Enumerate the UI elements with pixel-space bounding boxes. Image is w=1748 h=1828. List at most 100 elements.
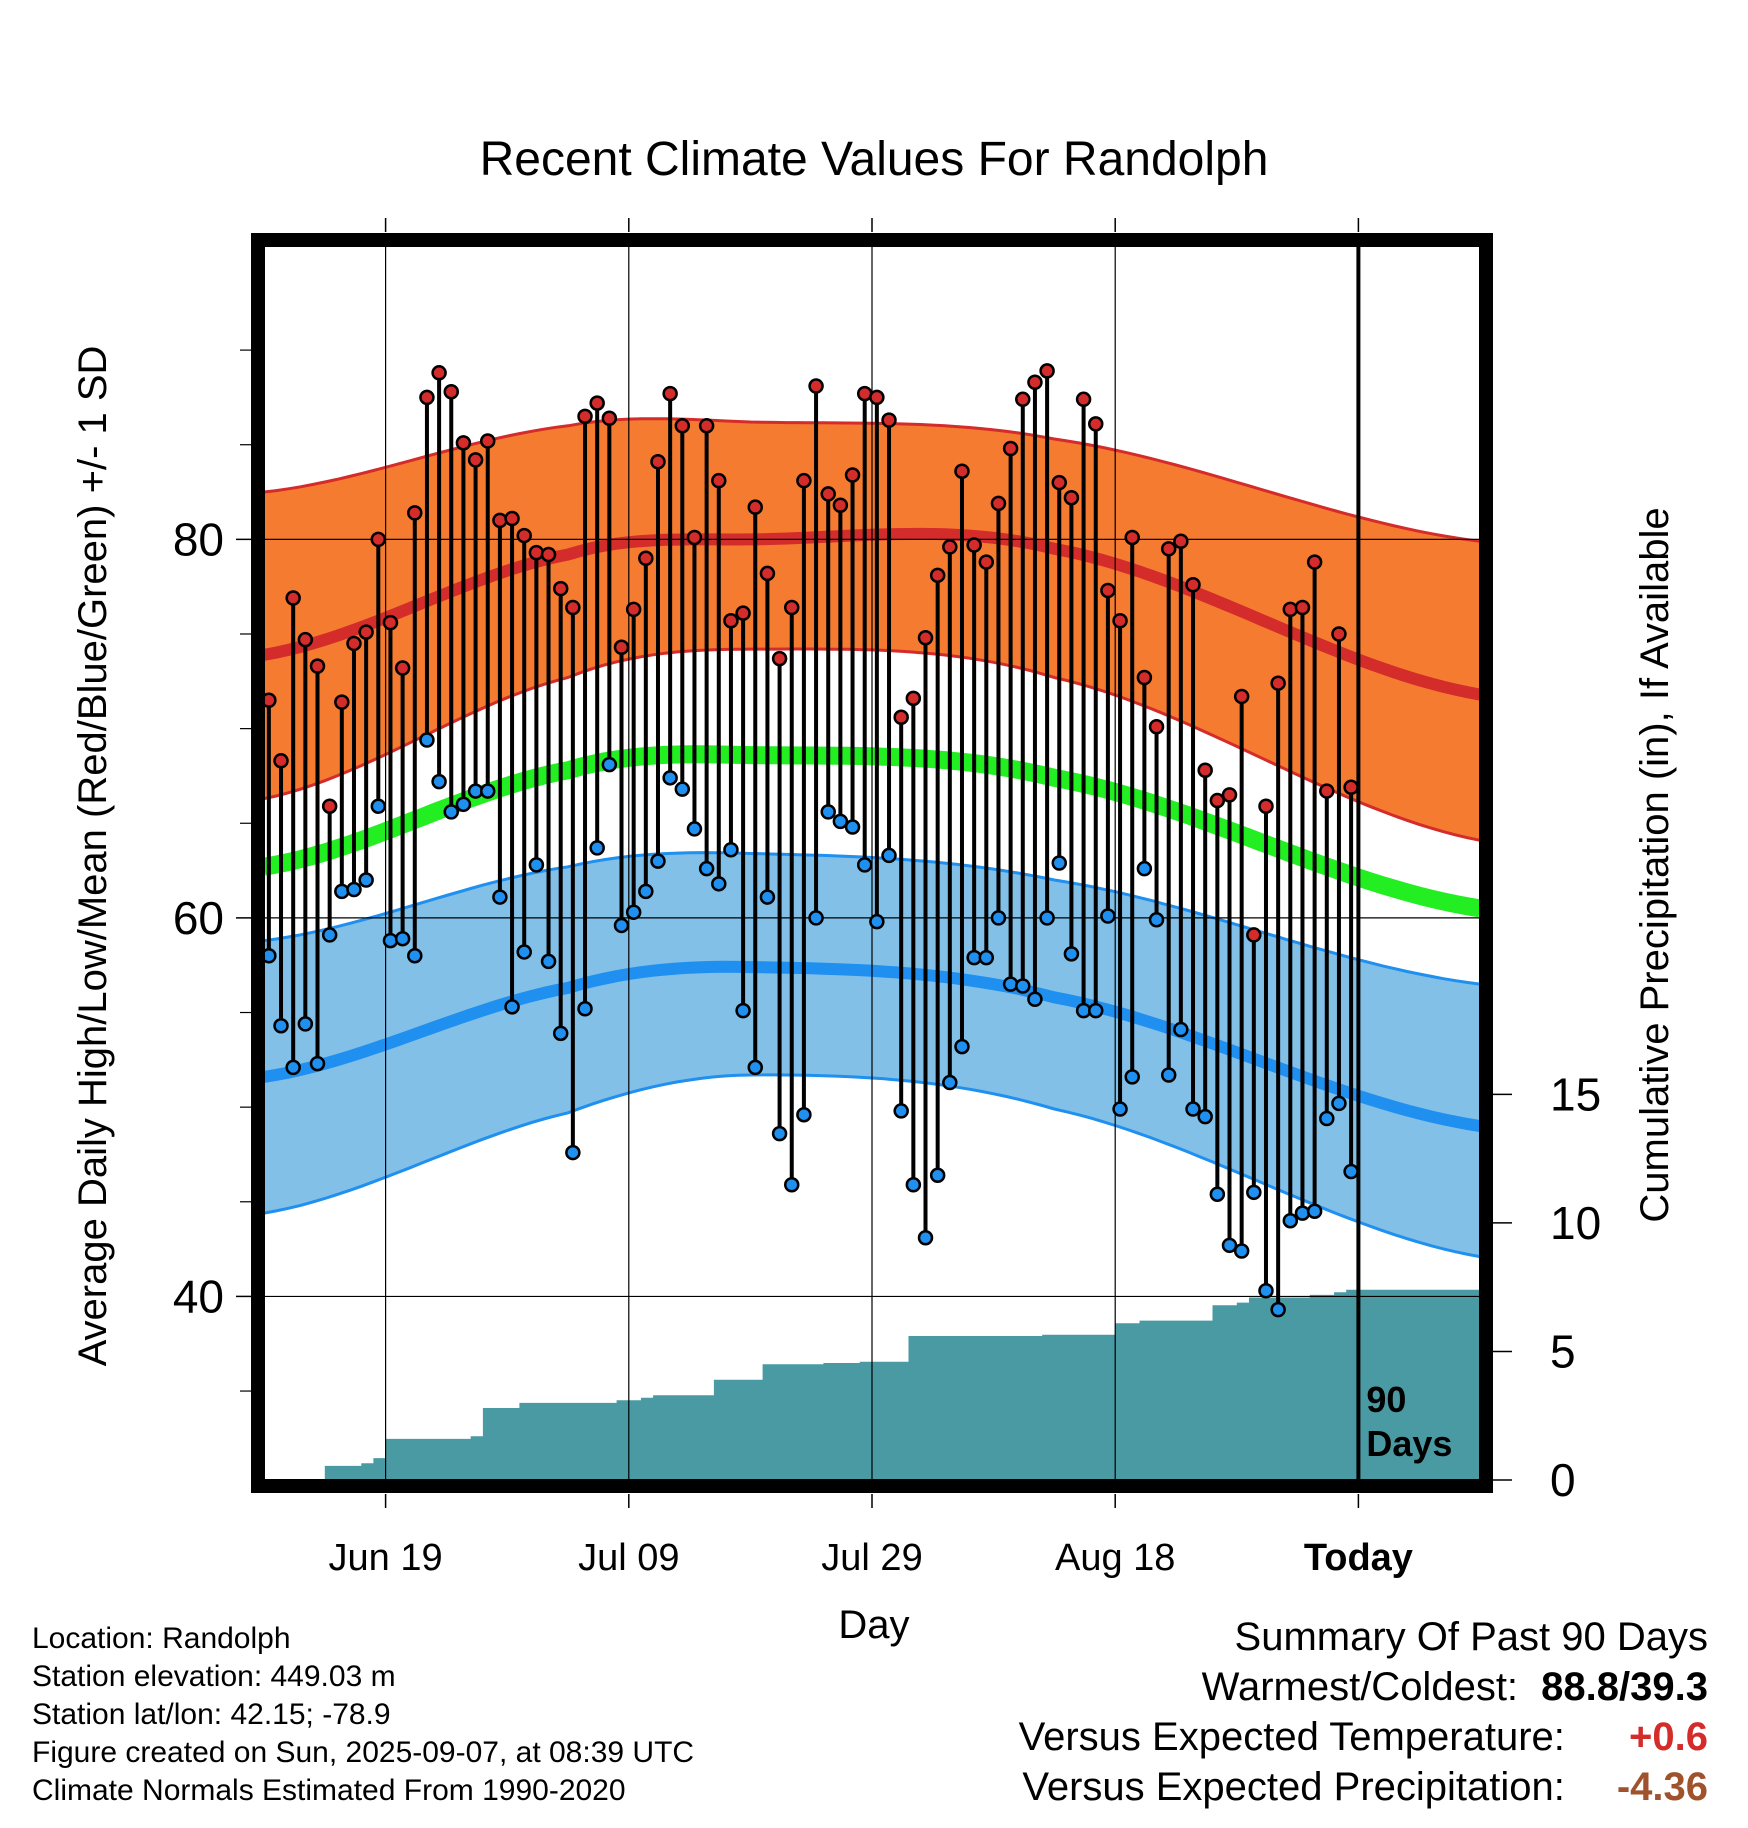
daily-high-point xyxy=(796,472,812,489)
daily-high-point xyxy=(1160,541,1177,557)
daily-high-point xyxy=(504,510,520,527)
daily-low-point xyxy=(711,876,727,892)
daily-high-point xyxy=(735,605,751,621)
daily-low-point xyxy=(334,883,350,900)
daily-high-point xyxy=(264,692,277,708)
daily-low-point xyxy=(346,881,362,898)
daily-high-point xyxy=(1100,582,1116,599)
daily-low-point xyxy=(832,813,849,830)
daily-high-point xyxy=(966,537,982,553)
today-marker-label-days: 90 xyxy=(1366,1379,1406,1420)
y-axis-label-right: Cumulative Precipitation (in), If Availa… xyxy=(1633,507,1677,1222)
daily-high-point xyxy=(929,567,946,584)
daily-high-point xyxy=(1331,626,1347,642)
daily-low-point xyxy=(1015,978,1031,994)
daily-high-point xyxy=(650,454,666,470)
summary-panel: Summary Of Past 90 Days Warmest/Coldest:… xyxy=(1019,1612,1708,1812)
daily-high-point xyxy=(723,612,739,629)
daily-high-point xyxy=(577,408,593,425)
daily-high-point xyxy=(698,418,715,434)
daily-low-point xyxy=(1258,1282,1274,1299)
y-axis-label-left: Average Daily High/Low/Mean (Red/Blue/Gr… xyxy=(71,346,115,1367)
daily-low-point xyxy=(698,860,715,877)
temp-anomaly-label: Versus Expected Temperature: xyxy=(1018,1715,1565,1759)
daily-high-point xyxy=(711,472,727,489)
daily-low-point xyxy=(638,883,654,900)
precip-anomaly-row: Versus Expected Precipitation: -4.36 xyxy=(1019,1762,1708,1812)
daily-high-point xyxy=(419,389,435,406)
daily-high-point xyxy=(492,512,508,529)
daily-high-point xyxy=(1075,391,1092,408)
daily-low-point xyxy=(455,796,472,813)
daily-low-point xyxy=(1294,1205,1311,1221)
daily-high-point xyxy=(1197,762,1213,779)
daily-high-point xyxy=(1233,688,1250,705)
daily-low-point xyxy=(565,1144,581,1161)
daily-high-point xyxy=(820,486,836,502)
daily-low-point xyxy=(1209,1186,1226,1202)
daily-low-point xyxy=(674,781,691,797)
daily-high-point xyxy=(1185,577,1201,593)
daily-low-point xyxy=(407,947,423,964)
warmest-coldest-value: 88.8/39.3 xyxy=(1541,1665,1708,1709)
daily-high-point xyxy=(1063,489,1080,506)
daily-low-point xyxy=(662,770,678,786)
daily-low-point xyxy=(686,821,703,837)
elevation-text: Station elevation: 449.03 m xyxy=(32,1660,396,1693)
daily-low-point xyxy=(285,1059,301,1076)
daily-low-point xyxy=(978,949,995,966)
daily-high-point xyxy=(370,531,387,548)
daily-low-point xyxy=(893,1103,909,1119)
daily-high-point xyxy=(1282,601,1299,618)
daily-low-point xyxy=(431,773,447,790)
daily-high-point xyxy=(759,565,776,582)
daily-low-point xyxy=(1331,1095,1347,1112)
daily-low-point xyxy=(747,1059,764,1076)
warmest-coldest-label: Warmest/Coldest: xyxy=(1201,1665,1519,1709)
daily-high-point xyxy=(832,497,849,514)
daily-low-point xyxy=(1197,1108,1213,1125)
daily-high-point xyxy=(1343,779,1359,796)
latlon-text: Station lat/lon: 42.15; -78.9 xyxy=(32,1698,391,1731)
daily-low-point xyxy=(540,953,557,970)
daily-low-point xyxy=(577,1000,593,1017)
daily-high-point xyxy=(394,660,411,676)
daily-low-point xyxy=(929,1167,946,1184)
daily-low-point xyxy=(1002,976,1019,992)
daily-high-point xyxy=(771,650,788,667)
daily-low-point xyxy=(613,917,630,934)
daily-low-point xyxy=(723,842,739,858)
y-left-tick-label: 80 xyxy=(173,513,224,565)
daily-high-point xyxy=(334,694,350,710)
daily-low-point xyxy=(382,932,399,949)
daily-high-point xyxy=(1136,669,1153,686)
axes: Jun 19 Jul 09 Jul 29 Aug 18 Today 40 60 80 0 5 10 1… xyxy=(173,218,1601,1579)
daily-low-point xyxy=(1087,1002,1104,1019)
today-marker-label-word: Days xyxy=(1366,1423,1452,1464)
daily-low-point xyxy=(1173,1021,1189,1038)
normals-text: Climate Normals Estimated From 1990-2020 xyxy=(32,1774,626,1807)
daily-high-point xyxy=(479,433,496,449)
daily-low-point xyxy=(321,927,338,943)
y-right-tick-label: 15 xyxy=(1550,1068,1601,1120)
daily-low-point xyxy=(820,804,836,820)
daily-low-point xyxy=(856,857,873,873)
daily-high-point xyxy=(346,635,362,652)
daily-low-point xyxy=(735,1002,751,1019)
daily-low-point xyxy=(1246,1184,1262,1201)
daily-low-point xyxy=(783,1176,800,1193)
daily-high-point xyxy=(990,495,1007,512)
created-text: Figure created on Sun, 2025-09-07, at 08… xyxy=(32,1736,695,1769)
daily-low-point xyxy=(1306,1203,1323,1219)
daily-high-point xyxy=(309,658,326,674)
daily-low-point xyxy=(370,798,387,814)
daily-low-point xyxy=(759,889,776,905)
y-right-tick-label: 10 xyxy=(1550,1197,1601,1249)
plot-frame xyxy=(251,233,1493,1493)
daily-high-point xyxy=(552,580,569,597)
daily-low-point xyxy=(264,947,277,964)
daily-low-point xyxy=(771,1125,788,1142)
daily-high-point xyxy=(528,544,545,561)
daily-low-point xyxy=(808,910,824,926)
